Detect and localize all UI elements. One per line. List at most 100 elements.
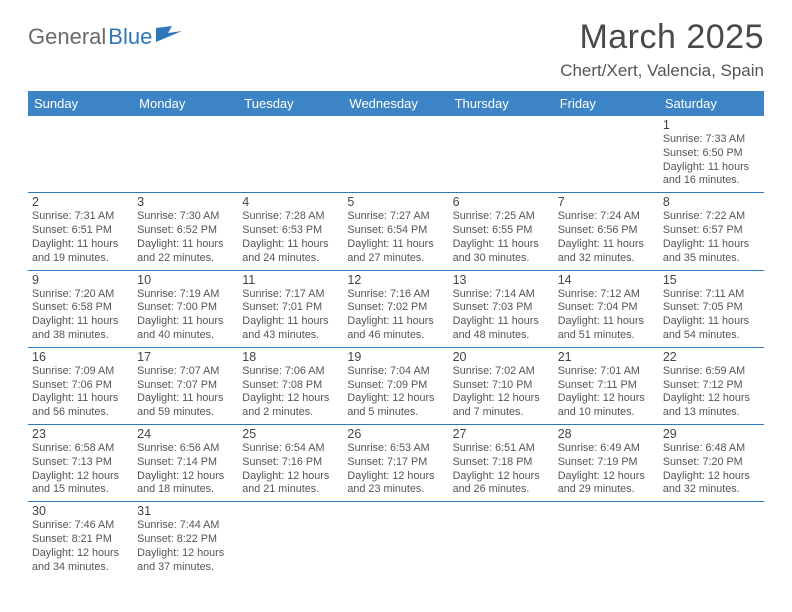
daylight-text: Daylight: 11 hours — [242, 315, 339, 329]
day-info: Sunrise: 7:28 AMSunset: 6:53 PMDaylight:… — [242, 210, 339, 265]
calendar-day-cell: 2Sunrise: 7:31 AMSunset: 6:51 PMDaylight… — [28, 193, 133, 270]
daylight-text: and 23 minutes. — [347, 483, 444, 497]
sunrise-text: Sunrise: 7:17 AM — [242, 288, 339, 302]
daylight-text: and 35 minutes. — [663, 252, 760, 266]
daylight-text: Daylight: 11 hours — [32, 315, 129, 329]
day-number: 28 — [558, 427, 655, 441]
daylight-text: and 21 minutes. — [242, 483, 339, 497]
header: General Blue March 2025 Chert/Xert, Vale… — [28, 18, 764, 81]
calendar-week-row: 23Sunrise: 6:58 AMSunset: 7:13 PMDayligh… — [28, 425, 764, 502]
sunset-text: Sunset: 7:16 PM — [242, 456, 339, 470]
day-info: Sunrise: 7:11 AMSunset: 7:05 PMDaylight:… — [663, 288, 760, 343]
day-number: 2 — [32, 195, 129, 209]
daylight-text: and 5 minutes. — [347, 406, 444, 420]
day-info: Sunrise: 7:22 AMSunset: 6:57 PMDaylight:… — [663, 210, 760, 265]
daylight-text: Daylight: 11 hours — [558, 315, 655, 329]
calendar-day-cell: 19Sunrise: 7:04 AMSunset: 7:09 PMDayligh… — [343, 347, 448, 424]
sunset-text: Sunset: 7:00 PM — [137, 301, 234, 315]
calendar-day-cell: 4Sunrise: 7:28 AMSunset: 6:53 PMDaylight… — [238, 193, 343, 270]
day-info: Sunrise: 7:30 AMSunset: 6:52 PMDaylight:… — [137, 210, 234, 265]
sunset-text: Sunset: 7:10 PM — [453, 379, 550, 393]
calendar-day-cell: 20Sunrise: 7:02 AMSunset: 7:10 PMDayligh… — [449, 347, 554, 424]
day-number: 15 — [663, 273, 760, 287]
day-number: 24 — [137, 427, 234, 441]
calendar-day-cell: 3Sunrise: 7:30 AMSunset: 6:52 PMDaylight… — [133, 193, 238, 270]
calendar-day-cell: 17Sunrise: 7:07 AMSunset: 7:07 PMDayligh… — [133, 347, 238, 424]
day-info: Sunrise: 7:24 AMSunset: 6:56 PMDaylight:… — [558, 210, 655, 265]
daylight-text: and 40 minutes. — [137, 329, 234, 343]
daylight-text: and 48 minutes. — [453, 329, 550, 343]
day-number: 11 — [242, 273, 339, 287]
day-number: 12 — [347, 273, 444, 287]
sunset-text: Sunset: 7:11 PM — [558, 379, 655, 393]
sunset-text: Sunset: 6:52 PM — [137, 224, 234, 238]
sunrise-text: Sunrise: 7:09 AM — [32, 365, 129, 379]
daylight-text: Daylight: 11 hours — [32, 238, 129, 252]
daylight-text: Daylight: 11 hours — [663, 315, 760, 329]
sunset-text: Sunset: 6:54 PM — [347, 224, 444, 238]
daylight-text: and 32 minutes. — [558, 252, 655, 266]
month-title: March 2025 — [560, 18, 764, 57]
weekday-header: Friday — [554, 91, 659, 116]
calendar-day-cell — [554, 502, 659, 579]
calendar-day-cell: 7Sunrise: 7:24 AMSunset: 6:56 PMDaylight… — [554, 193, 659, 270]
sunrise-text: Sunrise: 6:49 AM — [558, 442, 655, 456]
day-info: Sunrise: 6:48 AMSunset: 7:20 PMDaylight:… — [663, 442, 760, 497]
day-info: Sunrise: 7:19 AMSunset: 7:00 PMDaylight:… — [137, 288, 234, 343]
daylight-text: Daylight: 11 hours — [663, 161, 760, 175]
sunrise-text: Sunrise: 7:19 AM — [137, 288, 234, 302]
sunset-text: Sunset: 7:14 PM — [137, 456, 234, 470]
daylight-text: and 15 minutes. — [32, 483, 129, 497]
daylight-text: and 59 minutes. — [137, 406, 234, 420]
calendar-day-cell — [449, 502, 554, 579]
location-subtitle: Chert/Xert, Valencia, Spain — [560, 61, 764, 81]
sunrise-text: Sunrise: 7:20 AM — [32, 288, 129, 302]
calendar-day-cell: 31Sunrise: 7:44 AMSunset: 8:22 PMDayligh… — [133, 502, 238, 579]
calendar-day-cell: 1Sunrise: 7:33 AMSunset: 6:50 PMDaylight… — [659, 116, 764, 193]
daylight-text: Daylight: 11 hours — [242, 238, 339, 252]
day-info: Sunrise: 7:02 AMSunset: 7:10 PMDaylight:… — [453, 365, 550, 420]
daylight-text: Daylight: 11 hours — [32, 392, 129, 406]
calendar-week-row: 9Sunrise: 7:20 AMSunset: 6:58 PMDaylight… — [28, 270, 764, 347]
sunset-text: Sunset: 6:51 PM — [32, 224, 129, 238]
day-number: 5 — [347, 195, 444, 209]
calendar-day-cell: 21Sunrise: 7:01 AMSunset: 7:11 PMDayligh… — [554, 347, 659, 424]
day-number: 23 — [32, 427, 129, 441]
calendar-day-cell — [28, 116, 133, 193]
sunset-text: Sunset: 7:07 PM — [137, 379, 234, 393]
day-info: Sunrise: 6:54 AMSunset: 7:16 PMDaylight:… — [242, 442, 339, 497]
calendar-day-cell: 16Sunrise: 7:09 AMSunset: 7:06 PMDayligh… — [28, 347, 133, 424]
calendar-day-cell: 9Sunrise: 7:20 AMSunset: 6:58 PMDaylight… — [28, 270, 133, 347]
calendar-week-row: 2Sunrise: 7:31 AMSunset: 6:51 PMDaylight… — [28, 193, 764, 270]
day-number: 17 — [137, 350, 234, 364]
daylight-text: Daylight: 11 hours — [347, 238, 444, 252]
daylight-text: and 24 minutes. — [242, 252, 339, 266]
weekday-header: Sunday — [28, 91, 133, 116]
daylight-text: and 16 minutes. — [663, 174, 760, 188]
day-info: Sunrise: 7:12 AMSunset: 7:04 PMDaylight:… — [558, 288, 655, 343]
calendar-body: 1Sunrise: 7:33 AMSunset: 6:50 PMDaylight… — [28, 116, 764, 579]
sunrise-text: Sunrise: 7:33 AM — [663, 133, 760, 147]
sunrise-text: Sunrise: 6:59 AM — [663, 365, 760, 379]
day-number: 31 — [137, 504, 234, 518]
weekday-header: Thursday — [449, 91, 554, 116]
day-info: Sunrise: 7:27 AMSunset: 6:54 PMDaylight:… — [347, 210, 444, 265]
calendar-day-cell: 26Sunrise: 6:53 AMSunset: 7:17 PMDayligh… — [343, 425, 448, 502]
sunrise-text: Sunrise: 6:54 AM — [242, 442, 339, 456]
calendar-day-cell: 25Sunrise: 6:54 AMSunset: 7:16 PMDayligh… — [238, 425, 343, 502]
sunset-text: Sunset: 7:12 PM — [663, 379, 760, 393]
daylight-text: Daylight: 12 hours — [242, 470, 339, 484]
day-number: 8 — [663, 195, 760, 209]
daylight-text: Daylight: 11 hours — [453, 315, 550, 329]
calendar-week-row: 1Sunrise: 7:33 AMSunset: 6:50 PMDaylight… — [28, 116, 764, 193]
calendar-day-cell: 10Sunrise: 7:19 AMSunset: 7:00 PMDayligh… — [133, 270, 238, 347]
sunset-text: Sunset: 7:05 PM — [663, 301, 760, 315]
sunrise-text: Sunrise: 6:58 AM — [32, 442, 129, 456]
day-number: 9 — [32, 273, 129, 287]
sunrise-text: Sunrise: 7:24 AM — [558, 210, 655, 224]
daylight-text: and 7 minutes. — [453, 406, 550, 420]
daylight-text: Daylight: 12 hours — [453, 392, 550, 406]
daylight-text: and 2 minutes. — [242, 406, 339, 420]
logo-text-general: General — [28, 24, 106, 50]
flag-icon — [156, 24, 184, 50]
